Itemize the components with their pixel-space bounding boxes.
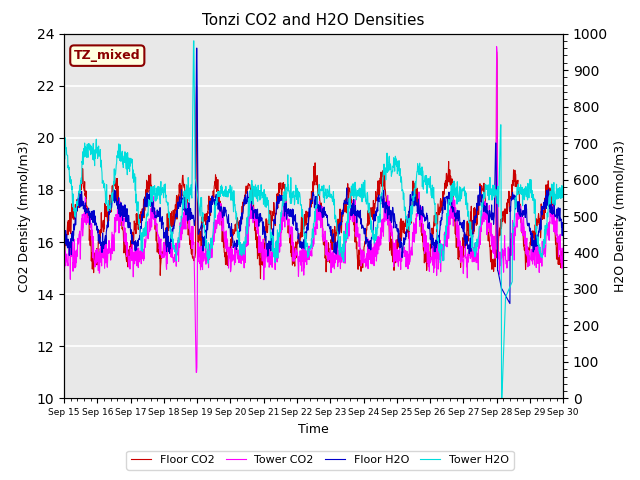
- Floor CO2: [257, 276, 264, 281]
- Floor H2O: [119, 203, 127, 209]
- Tower H2O: [189, 38, 197, 44]
- Tower CO2: [60, 252, 68, 258]
- Floor H2O: [283, 216, 291, 222]
- Tower H2O: [99, 179, 106, 184]
- Floor CO2: [493, 49, 500, 55]
- Line: Tower H2O: Tower H2O: [64, 41, 563, 398]
- Floor CO2: [119, 228, 127, 233]
- Text: TZ_mixed: TZ_mixed: [74, 49, 141, 62]
- Tower H2O: [60, 149, 68, 155]
- Tower CO2: [493, 44, 500, 49]
- Floor H2O: [344, 200, 352, 205]
- Tower H2O: [344, 220, 352, 226]
- Tower CO2: [292, 249, 300, 255]
- Floor CO2: [344, 199, 352, 205]
- X-axis label: Time: Time: [298, 423, 329, 436]
- Tower CO2: [119, 223, 127, 229]
- Floor CO2: [60, 239, 68, 245]
- Tower CO2: [559, 261, 567, 266]
- Tower CO2: [193, 370, 200, 375]
- Y-axis label: CO2 Density (mmol/m3): CO2 Density (mmol/m3): [18, 140, 31, 292]
- Y-axis label: H2O Density (mmol/m3): H2O Density (mmol/m3): [614, 140, 627, 292]
- Floor CO2: [99, 224, 106, 229]
- Tower CO2: [283, 213, 291, 219]
- Tower H2O: [292, 193, 300, 199]
- Tower H2O: [498, 396, 506, 401]
- Tower CO2: [344, 220, 352, 226]
- Line: Floor H2O: Floor H2O: [64, 48, 563, 303]
- Tower H2O: [559, 184, 567, 190]
- Tower H2O: [283, 192, 291, 197]
- Floor H2O: [506, 300, 514, 306]
- Floor H2O: [60, 231, 68, 237]
- Tower CO2: [272, 239, 280, 244]
- Title: Tonzi CO2 and H2O Densities: Tonzi CO2 and H2O Densities: [202, 13, 425, 28]
- Floor CO2: [272, 211, 280, 217]
- Floor H2O: [99, 230, 106, 236]
- Tower H2O: [119, 156, 127, 161]
- Tower H2O: [272, 255, 280, 261]
- Floor CO2: [283, 206, 291, 212]
- Floor CO2: [559, 250, 567, 256]
- Line: Floor CO2: Floor CO2: [64, 52, 563, 278]
- Floor CO2: [292, 255, 300, 261]
- Floor H2O: [559, 225, 567, 230]
- Floor H2O: [292, 212, 300, 217]
- Floor H2O: [193, 45, 200, 51]
- Floor H2O: [272, 210, 280, 216]
- Legend: Floor CO2, Tower CO2, Floor H2O, Tower H2O: Floor CO2, Tower CO2, Floor H2O, Tower H…: [126, 451, 514, 469]
- Tower CO2: [99, 255, 106, 261]
- Line: Tower CO2: Tower CO2: [64, 47, 563, 372]
